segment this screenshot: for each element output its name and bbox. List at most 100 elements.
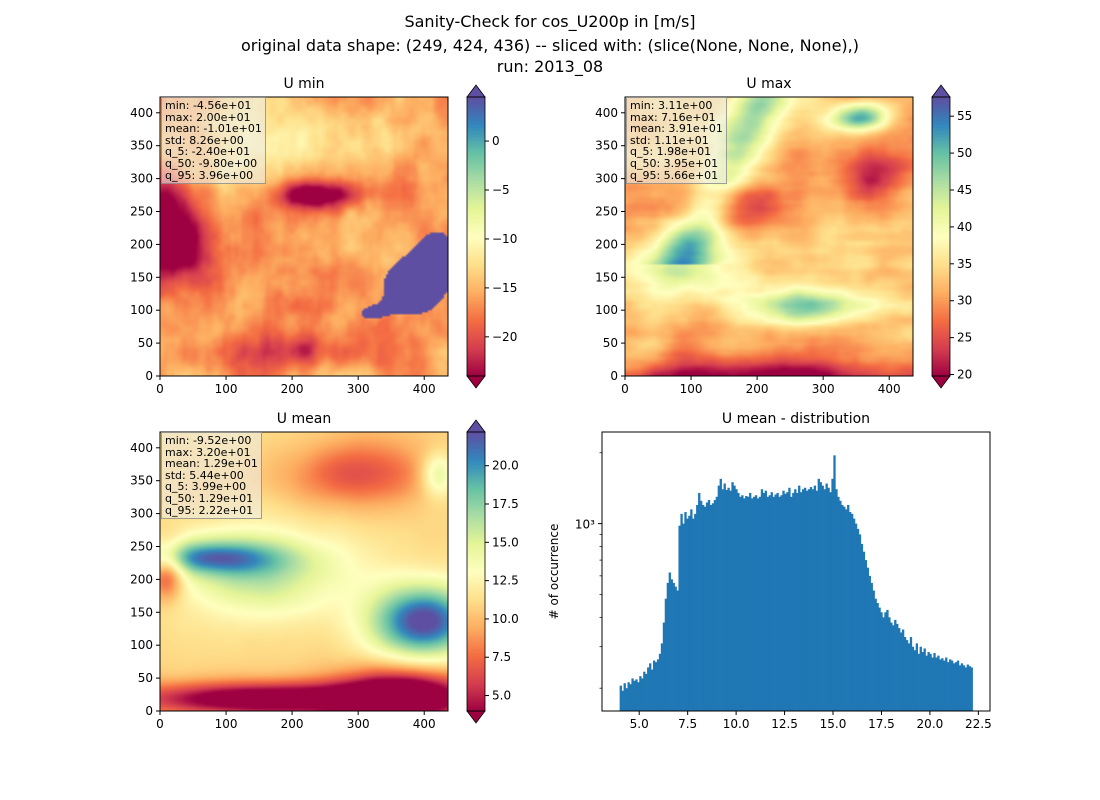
colorbar-segment	[467, 631, 485, 635]
stats-box: min: -9.52e+00 max: 3.20e+01 mean: 1.29e+0…	[161, 432, 262, 520]
colorbar-segment	[467, 692, 485, 696]
axes-frame	[159, 431, 449, 712]
histogram-bar	[666, 582, 670, 711]
colorbar-segment	[932, 192, 950, 196]
colorbar-segment	[932, 292, 950, 296]
histogram-bar	[890, 622, 893, 711]
colorbar-segment	[932, 262, 950, 265]
colorbar-segment	[467, 443, 485, 447]
colorbar-segment	[467, 315, 485, 319]
colorbar-segment	[467, 164, 485, 168]
colorbar-segment	[467, 492, 485, 496]
histogram-bar	[837, 496, 840, 711]
colorbar-segment	[932, 97, 950, 100]
colorbar-segment	[467, 271, 485, 275]
colorbar-segment	[467, 652, 485, 656]
stats-line: std: 8.26e+00	[165, 133, 244, 147]
histogram-bar	[850, 513, 854, 711]
colorbar-segment	[467, 613, 485, 617]
colorbar-extend-max	[466, 419, 486, 433]
histogram-bar	[937, 655, 940, 711]
histogram-bar	[649, 663, 652, 711]
colorbar-segment	[467, 536, 485, 540]
histogram-bar	[874, 598, 877, 711]
histogram-bar	[729, 490, 732, 711]
x-tick-label: 10.0	[723, 717, 750, 731]
colorbar-segment	[467, 597, 485, 600]
y-tick-label: 250	[130, 539, 153, 553]
y-axis-label: # of occurrence	[547, 524, 561, 620]
histogram-bar	[823, 489, 826, 711]
colorbar-segment	[467, 238, 485, 242]
colorbar-segment	[467, 445, 485, 449]
colorbar-segment	[932, 278, 950, 282]
colorbar-segment	[467, 564, 485, 568]
colorbar-segment	[467, 292, 485, 296]
colorbar-segment	[932, 327, 950, 331]
colorbar-segment	[932, 236, 950, 240]
histogram-bar	[929, 653, 932, 711]
colorbar-segment	[467, 543, 485, 547]
colorbar-segment	[467, 285, 485, 289]
stats-line: q_5: 1.98e+01	[630, 145, 712, 159]
colorbar-segment	[467, 227, 485, 231]
colorbar-segment	[467, 364, 485, 368]
colorbar-segment	[467, 206, 485, 210]
colorbar-segment	[932, 322, 950, 326]
colorbar-segment	[932, 259, 950, 263]
colorbar-segment	[467, 499, 485, 503]
colorbar-segment	[467, 545, 485, 549]
histogram-bar	[970, 667, 973, 711]
x-tick-label: 200	[746, 382, 769, 396]
histogram-bar	[876, 603, 879, 711]
colorbar-segment	[467, 101, 485, 105]
colorbar-segment	[467, 97, 485, 100]
colorbar-segment	[467, 599, 485, 603]
colorbar-segment	[932, 331, 950, 335]
colorbar-segment	[467, 283, 485, 286]
histogram-bar	[896, 623, 899, 711]
colorbar-segment	[932, 162, 950, 166]
colorbar-segment	[467, 273, 485, 277]
colorbar-frame	[466, 96, 486, 377]
colorbar-segment	[467, 243, 485, 247]
colorbar-segment	[932, 359, 950, 363]
colorbar-segment	[467, 490, 485, 494]
histogram-bar	[845, 509, 848, 711]
colorbar-segment	[932, 269, 950, 272]
histogram-panel: U mean - distribution 5.0 7.5 10.0 12.5 15.0 1…	[547, 411, 992, 731]
colorbar-tick-label: 10.0	[492, 612, 519, 626]
histogram-bar	[933, 653, 936, 711]
histogram-bar	[964, 667, 968, 711]
colorbar-segment	[932, 199, 950, 203]
colorbar-segment	[932, 285, 950, 289]
histogram-bar	[670, 579, 673, 711]
stats-line: q_50: 3.95e+01	[630, 156, 719, 170]
histogram-bar	[882, 617, 885, 711]
colorbar-segment	[467, 313, 485, 317]
colorbar-segment	[467, 615, 485, 619]
histogram-bar	[913, 650, 917, 711]
colorbar-segment	[467, 522, 485, 526]
colorbar-segment	[467, 525, 485, 528]
colorbar-segment	[467, 113, 485, 117]
colorbar-segment	[932, 289, 950, 293]
colorbar-segment	[932, 229, 950, 233]
colorbar-segment	[932, 317, 950, 321]
heatmap-panel-3: U mean 0 100 200 300 400 0 50 100 150 200 250 300 350…	[130, 411, 519, 731]
histogram-bar	[858, 534, 862, 711]
colorbar-segment	[467, 459, 485, 463]
colorbar-segment	[467, 331, 485, 335]
histogram-bar	[739, 496, 742, 711]
colorbar-segment	[467, 103, 485, 107]
histogram-bar	[676, 590, 679, 711]
colorbar-segment	[467, 604, 485, 607]
histogram-bar	[723, 483, 726, 711]
colorbar-segment	[467, 343, 485, 347]
x-tick-label: 100	[215, 382, 238, 396]
colorbar-segment	[932, 296, 950, 300]
colorbar-tick-label: −20	[492, 330, 517, 344]
colorbar-segment	[932, 352, 950, 356]
colorbar-segment	[932, 264, 950, 268]
histogram-bar	[672, 582, 675, 711]
